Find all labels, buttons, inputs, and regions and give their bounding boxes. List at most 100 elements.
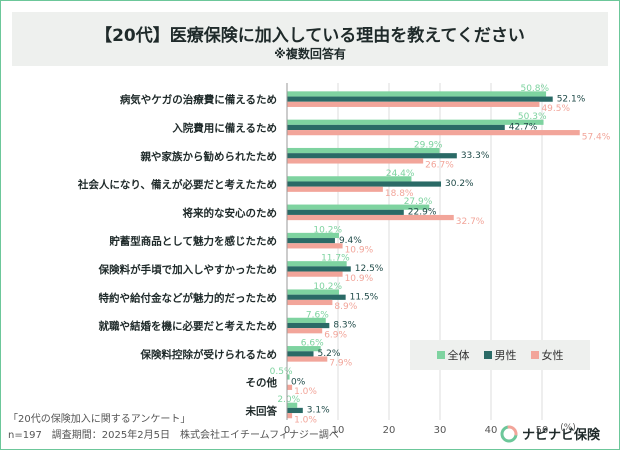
bar-total	[287, 204, 430, 210]
bar-total	[287, 176, 412, 182]
value-label-male: 0%	[291, 377, 306, 387]
value-label-female: 10.9%	[345, 245, 374, 255]
bar-male	[287, 96, 553, 102]
title-box: 【20代】医療保険に加入している理由を教えてください ※複数回答有	[12, 12, 608, 66]
bar-total	[287, 317, 326, 323]
bar-total	[287, 261, 347, 267]
category-label: その他	[246, 376, 278, 389]
value-label-female: 8.9%	[334, 302, 357, 312]
value-label-female: 57.4%	[582, 132, 611, 142]
value-label-male: 30.2%	[445, 179, 474, 189]
x-tick-label: 0	[284, 425, 290, 436]
value-label-total: 50.8%	[520, 84, 549, 94]
value-label-male: 33.3%	[461, 151, 490, 161]
bar-total	[287, 119, 544, 125]
bar-female	[287, 186, 383, 192]
bar-female	[287, 356, 328, 362]
value-label-total: 10.2%	[313, 225, 342, 235]
value-label-total: 10.2%	[313, 282, 342, 292]
value-label-total: 27.9%	[404, 197, 433, 207]
bar-total	[287, 374, 290, 380]
value-label-total: 6.6%	[301, 339, 324, 349]
legend-item-male: 男性	[483, 347, 517, 363]
value-label-total: 7.6%	[306, 310, 329, 320]
value-label-male: 52.1%	[557, 94, 586, 104]
x-tick-label: 40	[485, 425, 498, 436]
x-unit-label: (%)	[560, 423, 576, 433]
bar-male	[287, 153, 457, 159]
category-label: 保険料が手頃で加入しやすかったため	[98, 263, 277, 276]
bar-female	[287, 243, 343, 249]
logo-icon	[500, 425, 518, 442]
legend-item-female: 女性	[530, 347, 564, 363]
bar-male	[287, 266, 351, 272]
legend-swatch-female	[530, 351, 539, 359]
value-label-female: 1.0%	[294, 387, 317, 397]
value-label-male: 12.5%	[355, 264, 384, 274]
bar-total	[287, 147, 440, 154]
bar-female	[287, 299, 333, 306]
category-label: 入院費用に備えるため	[172, 121, 277, 134]
bar-total	[287, 232, 340, 239]
category-label: 貯蓄型商品として魅力を感じたため	[109, 235, 277, 248]
value-label-female: 10.9%	[345, 274, 374, 284]
bar-male	[287, 124, 505, 131]
value-label-total: 2.0%	[277, 395, 300, 405]
category-label: 特約や給付金などが魅力的だったため	[99, 291, 278, 304]
bar-male	[287, 407, 303, 414]
footer-details: n=197 調査期間：2025年2月5日 株式会社エイチームフィナジー調べ	[8, 430, 339, 441]
value-label-female: 49.5%	[541, 104, 570, 114]
value-label-male: 22.9%	[408, 207, 437, 217]
value-label-male: 3.1%	[307, 406, 330, 416]
value-label-female: 6.9%	[324, 330, 347, 340]
bar-male	[287, 351, 314, 357]
bar-total	[287, 91, 547, 97]
value-label-total: 29.9%	[414, 140, 443, 150]
category-label: 将来的な安心のため	[183, 206, 278, 219]
x-tick-label: 50	[536, 425, 549, 436]
legend-label-male: 男性	[494, 349, 517, 362]
value-label-male: 8.3%	[333, 321, 356, 331]
x-tick-label: 20	[383, 425, 396, 436]
bar-total	[287, 402, 298, 408]
bar-female	[287, 130, 580, 136]
value-label-total: 11.7%	[321, 254, 350, 264]
value-label-female: 1.0%	[294, 415, 317, 425]
legend-label-total: 全体	[447, 349, 470, 362]
bar-male	[287, 181, 442, 187]
value-label-female: 26.7%	[425, 161, 454, 171]
category-label: 就職や結婚を機に必要だと考えたため	[99, 320, 278, 333]
footer-survey: 「20代の保険加入に関するアンケート」	[8, 414, 191, 425]
value-label-total: 50.3%	[518, 112, 547, 122]
value-label-male: 11.5%	[350, 292, 379, 302]
bar-female	[287, 384, 293, 390]
value-label-male: 5.2%	[318, 349, 341, 359]
legend-swatch-total	[436, 351, 445, 359]
legend-label-female: 女性	[541, 349, 564, 362]
category-label: 保険料控除が受けられるため	[140, 348, 278, 361]
bar-female	[287, 158, 424, 164]
legend-item-total: 全体	[436, 347, 470, 363]
bar-female	[287, 271, 343, 277]
category-label: 未回答	[245, 404, 278, 417]
bar-male	[287, 209, 404, 215]
brand-logo: ナビナビ保険	[500, 424, 600, 443]
category-label: 社会人になり、備えが必要だと考えたため	[77, 178, 277, 191]
x-tick-label: 30	[434, 425, 447, 436]
bar-total	[287, 346, 321, 352]
value-label-female: 7.9%	[329, 359, 352, 369]
category-label: 病気やケガの治療費に備えるため	[120, 93, 277, 106]
legend-swatch-male	[483, 351, 492, 359]
bar-female	[287, 328, 323, 334]
value-label-female: 18.8%	[385, 189, 414, 199]
value-label-female: 32.7%	[456, 217, 485, 227]
bar-total	[287, 289, 340, 295]
chart-title: 【20代】医療保険に加入している理由を教えてください	[95, 26, 525, 46]
value-label-male: 9.4%	[339, 236, 362, 246]
bar-male	[287, 238, 335, 244]
bar-male	[287, 294, 346, 300]
value-label-male: 42.7%	[509, 123, 538, 133]
value-label-total: 24.4%	[386, 169, 415, 179]
